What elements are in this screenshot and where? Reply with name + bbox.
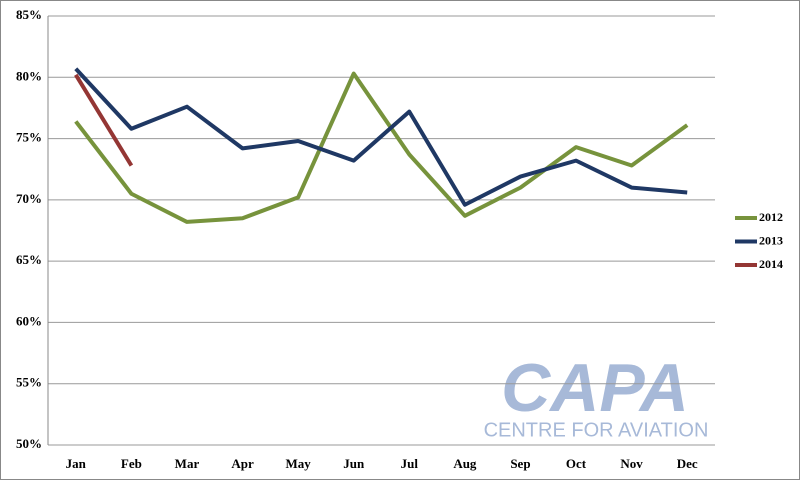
x-tick-label: Sep: [510, 456, 530, 471]
x-tick-label: Nov: [620, 456, 643, 471]
series-line: [74, 73, 134, 167]
legend-label: 2012: [759, 210, 783, 224]
legend-label: 2014: [759, 257, 783, 271]
x-tick-label: Apr: [231, 456, 254, 471]
x-tick-label: Dec: [677, 456, 698, 471]
x-tick-label: Jan: [66, 456, 87, 471]
x-tick-label: Jun: [343, 456, 365, 471]
x-tick-label: Jul: [401, 456, 419, 471]
watermark-title: CAPA: [501, 350, 689, 426]
x-tick-label: Aug: [453, 456, 477, 471]
series-line: [74, 71, 689, 224]
x-tick-label: Feb: [121, 456, 142, 471]
x-tick-label: Mar: [175, 456, 200, 471]
y-tick-label: 60%: [16, 313, 42, 328]
y-tick-label: 85%: [16, 7, 42, 22]
y-tick-label: 70%: [16, 191, 42, 206]
series-line: [74, 67, 688, 207]
x-tick-label: May: [285, 456, 311, 471]
y-tick-label: 50%: [16, 436, 42, 451]
y-tick-label: 80%: [16, 68, 42, 83]
y-tick-label: 55%: [16, 375, 42, 390]
x-tick-label: Oct: [566, 456, 587, 471]
watermark-subtitle: CENTRE FOR AVIATION: [484, 419, 709, 441]
y-tick-label: 65%: [16, 252, 42, 267]
y-tick-label: 75%: [16, 130, 42, 145]
legend-label: 2013: [759, 233, 783, 247]
